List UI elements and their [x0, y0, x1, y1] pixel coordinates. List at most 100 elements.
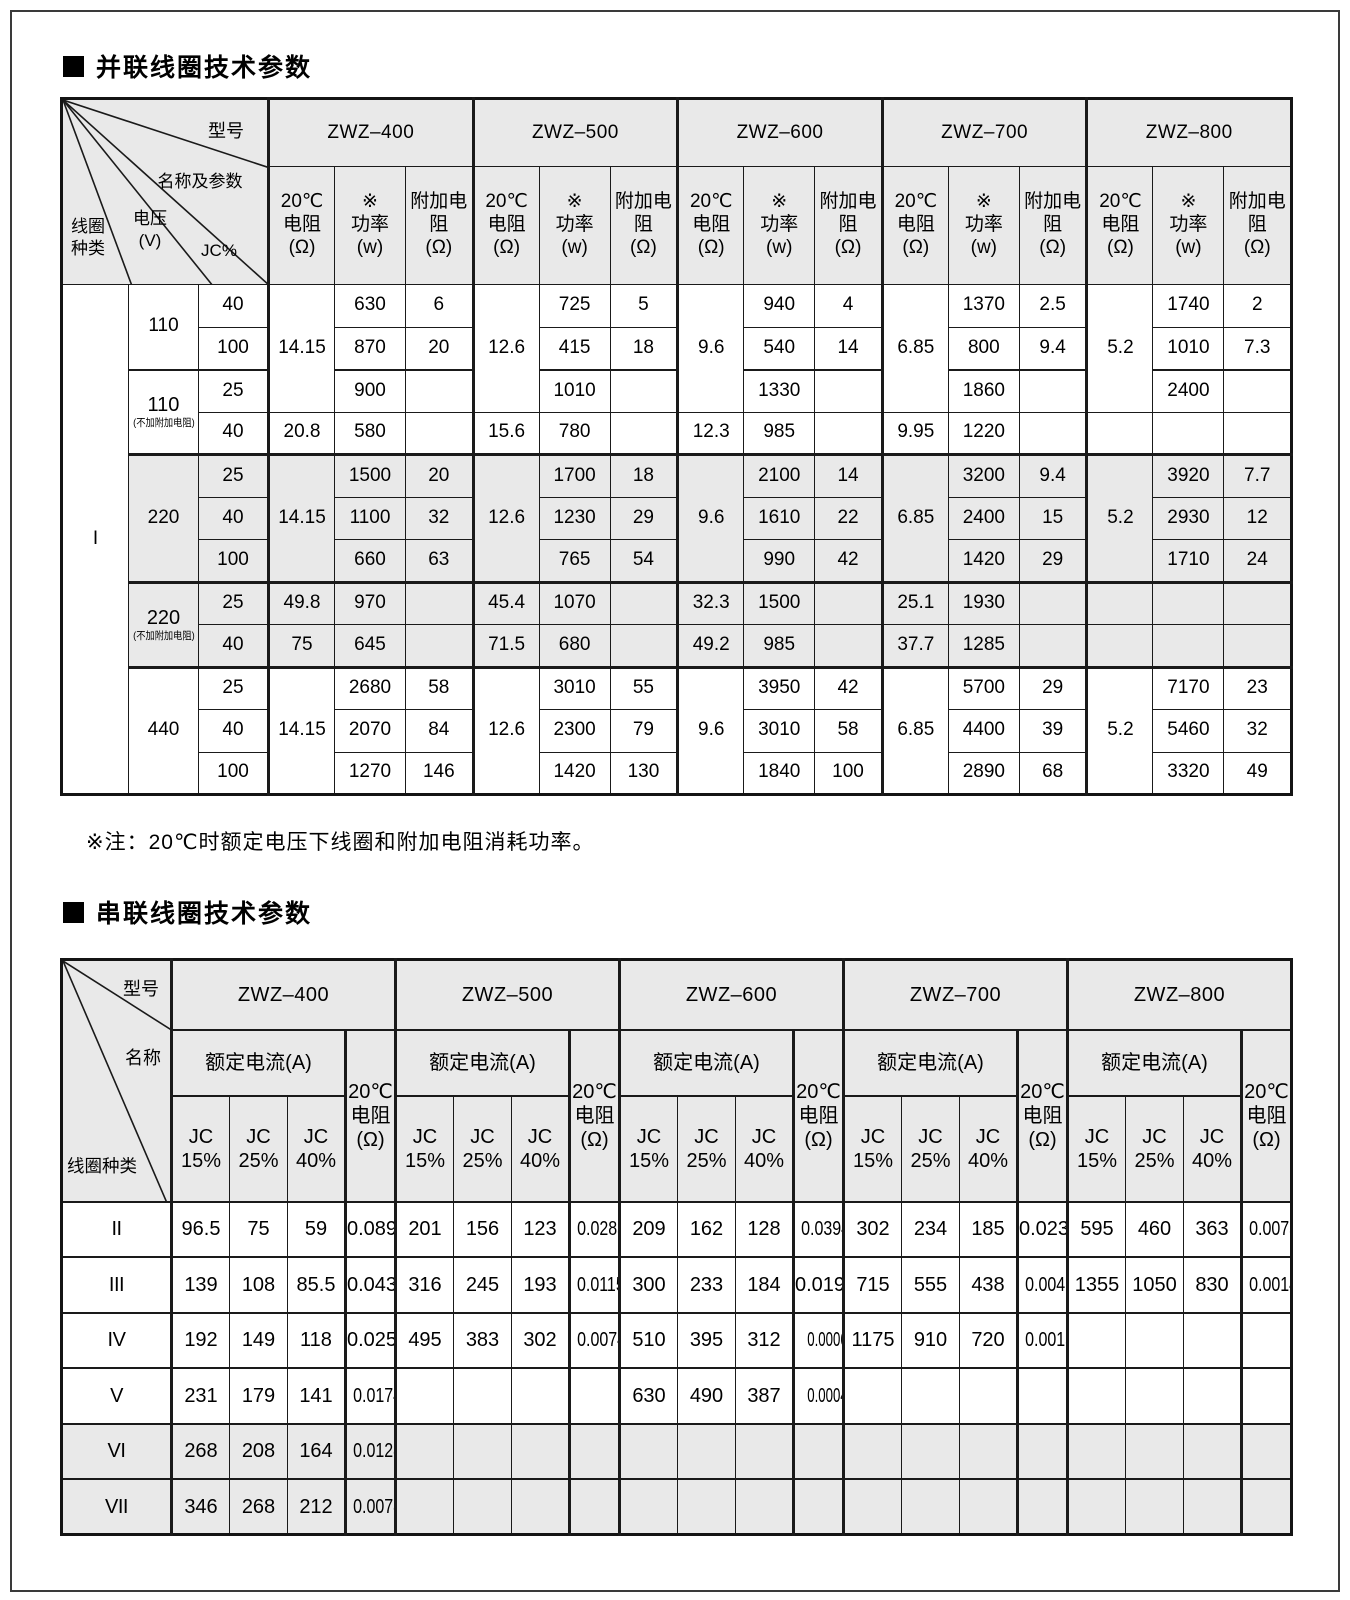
- table-cell: [609, 580, 679, 625]
- table-cell: 185: [959, 1200, 1018, 1258]
- table-corner-cell: 型号 名称 线圈种类: [63, 961, 171, 1200]
- table-cell: 0.00043: [792, 1367, 844, 1425]
- table-cell: [1183, 1478, 1242, 1536]
- table-cell: 680: [538, 624, 611, 668]
- resistance-value: 0.089: [347, 1218, 396, 1241]
- table-cell: 7.3: [1223, 326, 1293, 370]
- table-cell: 63: [405, 539, 474, 583]
- resistance-value: 0.0074: [577, 1329, 618, 1352]
- header-cell: ※ 功率 (w): [947, 166, 1020, 285]
- voltage-value: 110: [147, 393, 180, 416]
- corner-label-model: 型号: [208, 121, 244, 141]
- table-cell: 20.8: [267, 411, 335, 455]
- table-cell: 495: [394, 1311, 454, 1369]
- header-cell: 20℃ 电阻 (Ω): [676, 166, 745, 285]
- table-cell: [735, 1422, 794, 1480]
- table-cell: 100: [814, 751, 883, 795]
- header-cell: 附加电阻 (Ω): [1018, 166, 1088, 285]
- table-cell: 12.6: [471, 453, 540, 583]
- header-cell: JC 40%: [735, 1094, 794, 1203]
- table-cell: 316: [394, 1256, 454, 1314]
- table-cell: [1223, 580, 1293, 625]
- table-cell: 870: [334, 326, 406, 370]
- table-cell: [1183, 1422, 1242, 1480]
- table-cell: 1285: [947, 624, 1020, 668]
- table-cell: [511, 1367, 570, 1425]
- resistance-value: 0.00065: [807, 1329, 842, 1352]
- table-cell: [1066, 1311, 1126, 1369]
- table-cell: [1152, 624, 1225, 668]
- table-cell: 6.85: [880, 453, 949, 583]
- header-cell: 额定电流(A): [170, 1028, 346, 1097]
- table-cell: 1330: [743, 368, 816, 413]
- resistance-value: 0.025: [347, 1329, 396, 1352]
- table-cell: 3200: [947, 453, 1020, 498]
- table-cell: 79: [609, 709, 679, 753]
- header-cell: 20℃ 电阻 (Ω): [267, 166, 335, 285]
- corner-label-voltage: 电压 (V): [133, 209, 167, 251]
- header-cell: 20℃ 电阻 (Ω): [568, 1028, 620, 1203]
- table-cell: 3010: [743, 709, 816, 753]
- header-cell: ZWZ–500: [471, 98, 679, 167]
- table-cell: 193: [511, 1256, 570, 1314]
- table-cell: [1125, 1478, 1184, 1536]
- table-cell: 9.95: [880, 411, 949, 455]
- table-cell: [1152, 580, 1225, 625]
- header-cell: JC 40%: [511, 1094, 570, 1203]
- table-cell: 1420: [538, 751, 611, 795]
- table-cell: [1018, 411, 1088, 455]
- table-cell: 146: [405, 751, 474, 795]
- corner-label-coil: 线圈种类: [67, 1156, 137, 1176]
- header-cell: JC 25%: [453, 1094, 512, 1203]
- resistance-value: 0.0174: [353, 1384, 394, 1407]
- table-cell: 192: [170, 1311, 230, 1369]
- table-cell: [1183, 1311, 1242, 1369]
- table-cell: 490: [677, 1367, 736, 1425]
- table-cell: 20: [405, 326, 474, 370]
- header-cell: JC 15%: [618, 1094, 678, 1203]
- table-cell: 40: [198, 709, 269, 753]
- resistance-value: 0.043: [347, 1273, 396, 1296]
- table-cell: 184: [735, 1256, 794, 1314]
- table-cell: 2400: [1152, 368, 1225, 413]
- table-cell: 1420: [947, 539, 1020, 583]
- table-cell: [959, 1478, 1018, 1536]
- table-cell: 395: [677, 1311, 736, 1369]
- header-cell: 20℃ 电阻 (Ω): [792, 1028, 844, 1203]
- header-cell: ZWZ–700: [842, 958, 1068, 1031]
- table-cell: 0.0285: [568, 1200, 620, 1258]
- table-cell: 108: [229, 1256, 288, 1314]
- table-cell: 130: [609, 751, 679, 795]
- table-cell: 22: [814, 496, 883, 540]
- table-cell: II: [61, 1200, 172, 1258]
- table-cell: 75: [267, 624, 335, 668]
- table-cell: 0.043: [344, 1256, 396, 1314]
- table-cell: 720: [959, 1311, 1018, 1369]
- header-cell: 20℃ 电阻 (Ω): [1085, 166, 1154, 285]
- table-cell: 42: [814, 539, 883, 583]
- table-cell: 1740: [1152, 284, 1225, 328]
- table-cell: [1223, 624, 1293, 668]
- table-cell: III: [61, 1256, 172, 1314]
- table-cell: 14.15: [267, 665, 335, 795]
- table-cell: 645: [334, 624, 406, 668]
- table-cell: 5.2: [1085, 453, 1154, 583]
- table-cell: [677, 1422, 736, 1480]
- table-cell: 985: [743, 411, 816, 455]
- header-cell: 20℃ 电阻 (Ω): [1016, 1028, 1068, 1203]
- table-cell: 84: [405, 709, 474, 753]
- table-cell: 0.0074: [568, 1311, 620, 1369]
- table-cell: [842, 1478, 902, 1536]
- table-cell: 1010: [1152, 326, 1225, 370]
- header-cell: 附加电阻 (Ω): [814, 166, 883, 285]
- table-cell: 39: [1018, 709, 1088, 753]
- table-cell: 12.3: [676, 411, 745, 455]
- table-cell: 0.0174: [344, 1367, 396, 1425]
- table-cell: 0.089: [344, 1200, 396, 1258]
- table-cell: 49: [1223, 751, 1293, 795]
- table-cell: 32: [1223, 709, 1293, 753]
